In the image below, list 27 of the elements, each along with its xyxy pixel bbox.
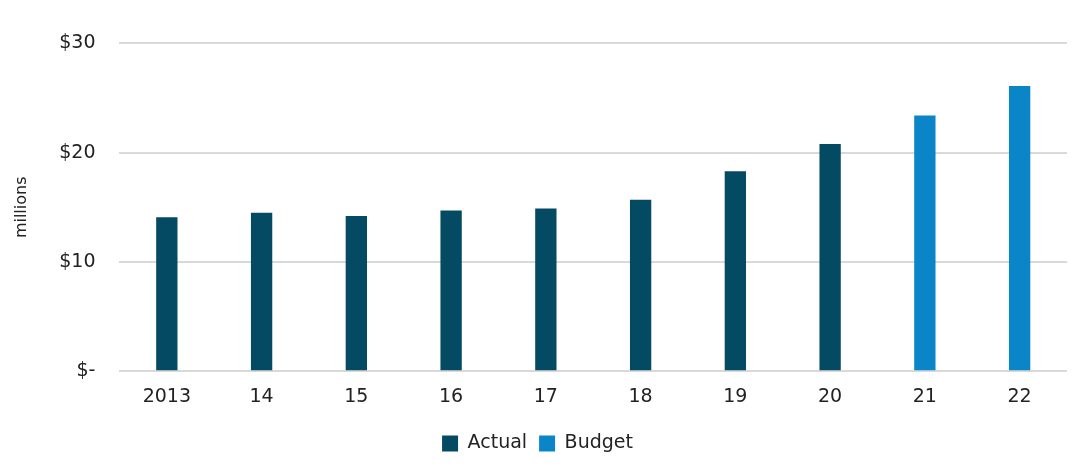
bar <box>724 171 747 371</box>
bar <box>156 217 178 371</box>
x-tick-label: 19 <box>723 383 748 406</box>
x-tick-label: 21 <box>912 383 937 406</box>
x-tick-label: 2013 <box>142 383 192 406</box>
y-tick-label: $- <box>76 358 96 381</box>
bar <box>914 115 936 371</box>
bar <box>629 199 652 371</box>
bar <box>819 143 841 371</box>
y-tick-label: $10 <box>59 248 96 271</box>
legend-label: Budget <box>564 430 633 453</box>
x-tick-label: 17 <box>533 383 558 406</box>
bar <box>535 208 557 371</box>
bar <box>250 212 273 371</box>
y-tick-label: $20 <box>59 139 96 162</box>
bar <box>345 216 368 371</box>
bar <box>440 210 462 371</box>
bar <box>1008 86 1031 371</box>
legend-label: Actual <box>467 430 528 453</box>
y-tick-label: $30 <box>59 30 96 53</box>
y-axis-title: millions <box>10 176 30 239</box>
x-tick-label: 22 <box>1007 383 1032 406</box>
x-tick-label: 18 <box>628 383 653 406</box>
x-tick-label: 16 <box>439 383 464 406</box>
x-tick-label: 20 <box>818 383 843 406</box>
x-tick-label: 14 <box>249 383 274 406</box>
x-tick-label: 15 <box>344 383 369 406</box>
